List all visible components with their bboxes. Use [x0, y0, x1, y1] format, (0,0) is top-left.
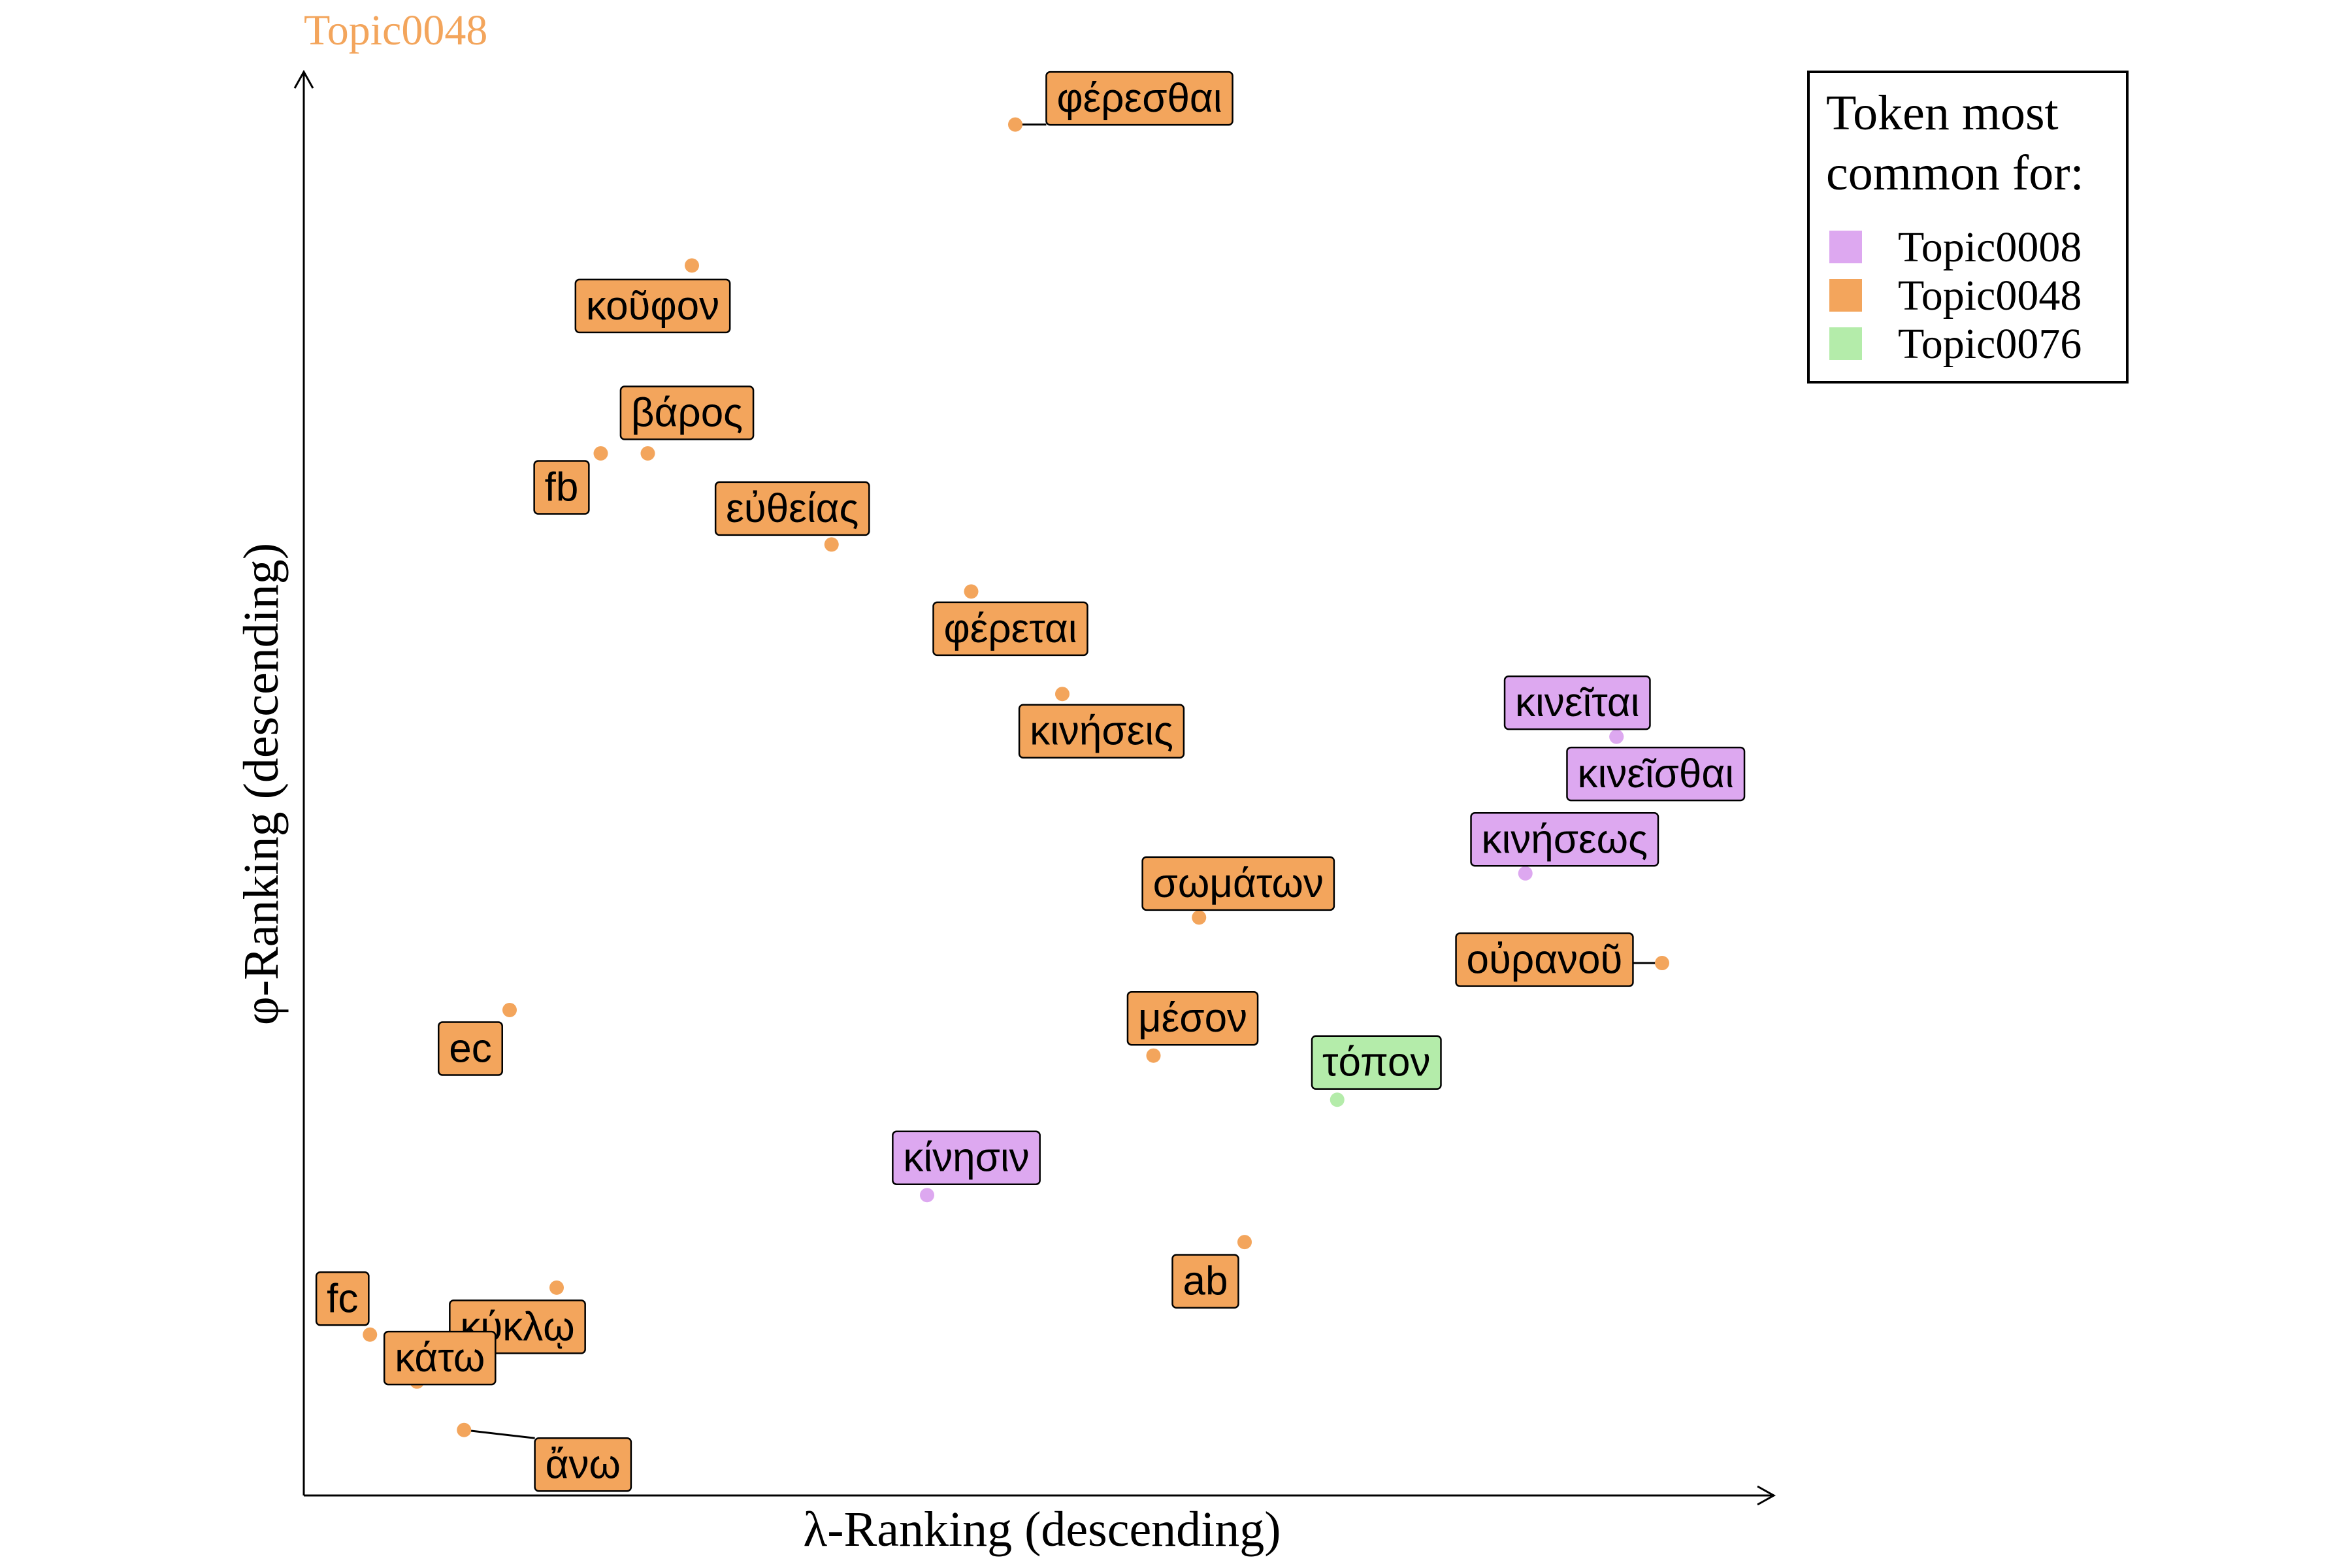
data-point-9 — [1518, 866, 1533, 881]
data-label-box-20 — [534, 1437, 632, 1492]
data-point-5 — [964, 584, 979, 599]
data-label-box-6 — [1018, 704, 1185, 759]
data-label-16: ab — [1171, 1254, 1239, 1309]
data-label-text-14: τόπον — [1322, 1040, 1430, 1085]
data-label-box-16 — [1171, 1254, 1239, 1309]
data-label-11: οὐρανοῦ — [1455, 932, 1634, 987]
data-point-10 — [1192, 910, 1207, 925]
legend-label-0: Topic0008 — [1898, 223, 2082, 271]
data-point-11 — [1655, 956, 1669, 971]
data-point-15 — [920, 1188, 934, 1203]
y-axis — [293, 69, 314, 1495]
data-label-text-10: σωμάτων — [1153, 861, 1324, 906]
data-label-box-2 — [619, 385, 755, 440]
data-point-2 — [640, 446, 655, 461]
data-labels: φέρεσθαι κοῦφον βάρος fb εὐθείας φέρεται κινήσ… — [315, 71, 1746, 1492]
data-label-1: κοῦφον — [574, 278, 731, 334]
data-label-text-6: κινήσεις — [1030, 709, 1173, 754]
data-label-text-13: μέσον — [1138, 996, 1247, 1041]
data-label-box-0 — [1045, 71, 1233, 126]
data-point-16 — [1237, 1235, 1252, 1250]
legend: Token most common for: Topic0008Topic004… — [1807, 71, 2129, 384]
data-label-box-13 — [1126, 990, 1259, 1046]
data-label-18: fc — [315, 1271, 370, 1326]
data-point-6 — [1055, 687, 1070, 702]
data-point-17 — [549, 1280, 564, 1295]
data-label-box-1 — [574, 278, 731, 334]
data-label-text-1: κοῦφον — [586, 284, 719, 329]
data-label-box-10 — [1141, 856, 1335, 911]
data-label-box-15 — [892, 1130, 1041, 1185]
label-connector-20 — [464, 1429, 535, 1439]
data-label-box-12 — [438, 1021, 503, 1076]
y-axis-label: φ-Ranking (descending) — [234, 543, 289, 1025]
data-point-8 — [1609, 729, 1624, 744]
data-label-box-19 — [383, 1330, 497, 1386]
data-points — [363, 117, 1669, 1437]
data-label-10: σωμάτων — [1141, 856, 1335, 911]
data-point-12 — [502, 1002, 517, 1017]
data-point-13 — [1146, 1048, 1161, 1063]
data-label-19: κάτω — [383, 1330, 497, 1386]
data-label-box-4 — [714, 481, 870, 536]
data-point-1 — [685, 258, 699, 273]
legend-swatch-2 — [1829, 327, 1862, 360]
data-label-4: εὐθείας — [714, 481, 870, 536]
data-label-13: μέσον — [1126, 990, 1259, 1046]
data-point-14 — [1330, 1092, 1345, 1107]
data-label-14: τόπον — [1311, 1035, 1442, 1090]
data-point-4 — [824, 537, 839, 552]
data-point-18 — [363, 1327, 378, 1342]
legend-swatch-1 — [1829, 279, 1862, 312]
data-label-text-18: fc — [327, 1276, 358, 1321]
data-label-box-18 — [315, 1271, 370, 1326]
data-label-15: κίνησιν — [892, 1130, 1041, 1185]
data-label-12: ec — [438, 1021, 503, 1076]
legend-swatch-0 — [1829, 231, 1862, 263]
data-label-20: ἄνω — [534, 1437, 632, 1492]
data-label-6: κινήσεις — [1018, 704, 1185, 759]
legend-title-line-1: Token most — [1826, 86, 2059, 140]
data-label-text-4: εὐθείας — [726, 486, 858, 531]
data-label-text-7: κινεῖται — [1515, 680, 1639, 725]
data-label-box-14 — [1311, 1035, 1442, 1090]
data-label-box-9 — [1470, 812, 1659, 867]
data-label-text-20: ἄνω — [546, 1442, 621, 1487]
x-axis-label: λ-Ranking (descending) — [803, 1502, 1281, 1557]
data-label-text-12: ec — [449, 1026, 491, 1071]
data-label-box-7 — [1503, 675, 1651, 730]
data-label-text-3: fb — [545, 465, 579, 510]
data-label-text-2: βάρος — [631, 390, 743, 435]
data-label-0: φέρεσθαι — [1045, 71, 1233, 126]
data-label-8: κινεῖσθαι — [1566, 746, 1746, 802]
data-label-text-15: κίνησιν — [903, 1135, 1029, 1181]
data-label-2: βάρος — [619, 385, 755, 440]
data-label-box-3 — [533, 460, 590, 515]
legend-label-2: Topic0076 — [1898, 320, 2082, 368]
data-label-text-5: φέρεται — [944, 606, 1077, 651]
data-point-3 — [593, 446, 608, 461]
data-label-3: fb — [533, 460, 590, 515]
data-point-0 — [1008, 117, 1022, 132]
data-label-box-5 — [932, 601, 1088, 657]
legend-label-1: Topic0048 — [1898, 272, 2082, 319]
data-label-text-19: κάτω — [395, 1335, 485, 1380]
data-label-box-8 — [1566, 746, 1746, 802]
data-label-text-0: φέρεσθαι — [1056, 76, 1222, 121]
data-label-text-11: οὐρανοῦ — [1467, 938, 1623, 983]
chart-title: Topic0048 — [304, 7, 487, 54]
data-label-text-9: κινήσεως — [1482, 817, 1648, 862]
data-label-7: κινεῖται — [1503, 675, 1651, 730]
data-point-20 — [457, 1422, 472, 1437]
x-axis — [304, 1485, 1776, 1506]
data-label-text-16: ab — [1183, 1259, 1228, 1304]
legend-title-line-2: common for: — [1826, 146, 2084, 201]
data-label-text-8: κινεῖσθαι — [1577, 751, 1734, 796]
data-label-5: φέρεται — [932, 601, 1088, 657]
data-label-box-11 — [1455, 932, 1634, 987]
data-label-9: κινήσεως — [1470, 812, 1659, 867]
